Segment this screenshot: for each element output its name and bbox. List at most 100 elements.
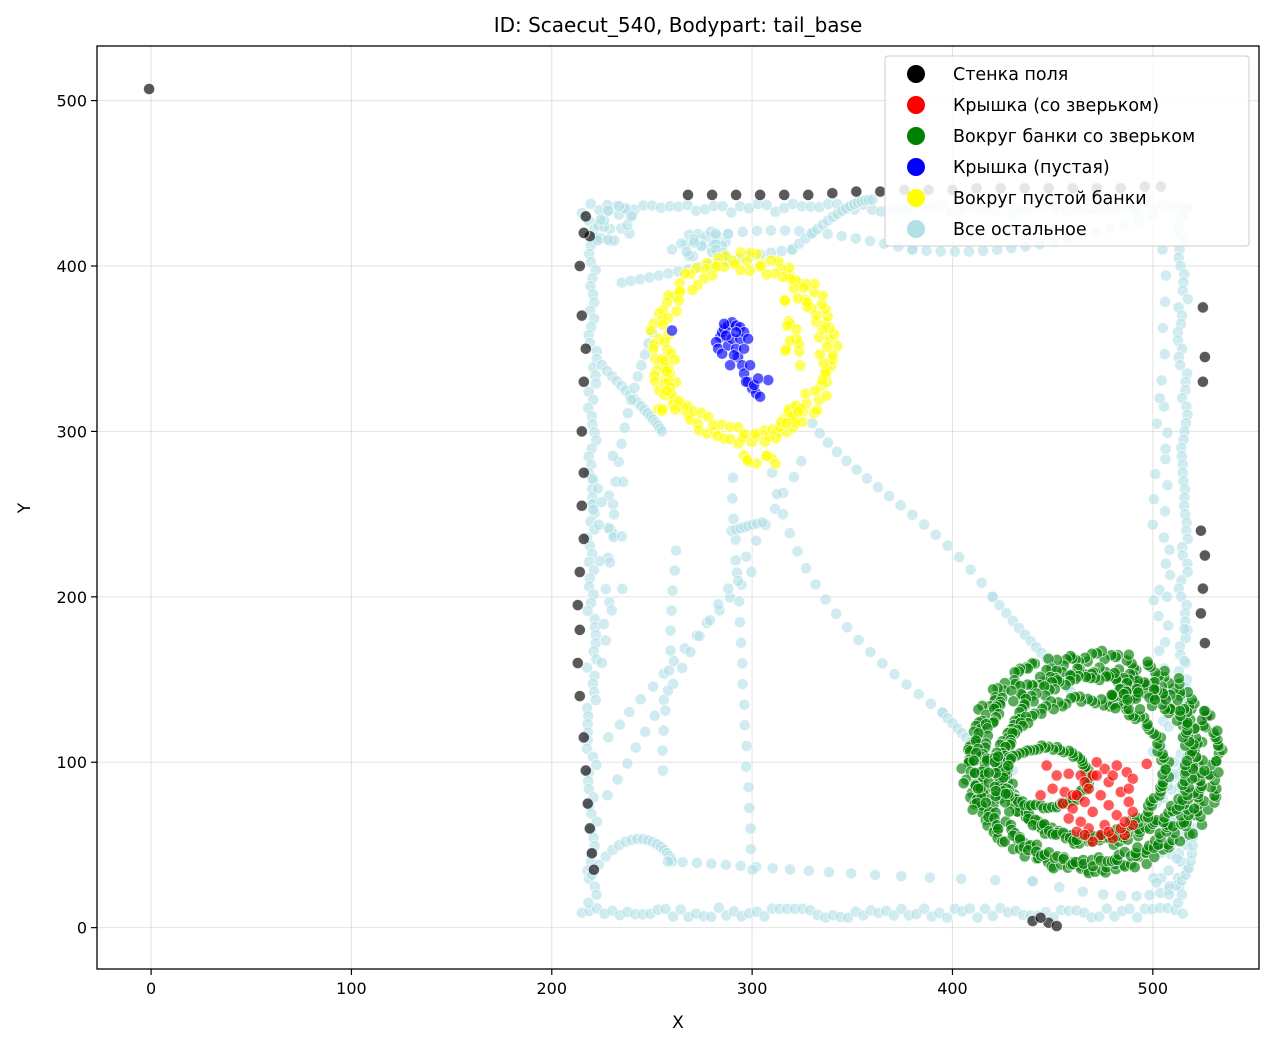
y-axis-title: Y <box>15 502 35 514</box>
data-point <box>571 657 584 669</box>
data-point <box>1110 809 1123 822</box>
data-point <box>662 855 674 868</box>
data-point <box>1105 689 1118 701</box>
data-point <box>742 332 755 345</box>
data-point <box>1156 322 1169 334</box>
data-point <box>1126 772 1139 785</box>
data-point <box>779 294 791 307</box>
data-point <box>725 206 738 219</box>
data-point <box>1122 648 1135 661</box>
data-point <box>775 245 788 257</box>
legend-marker <box>907 220 925 238</box>
data-point <box>1122 795 1135 808</box>
data-point <box>972 782 985 795</box>
data-point <box>729 554 742 567</box>
data-point <box>1152 610 1165 623</box>
data-point <box>1171 852 1183 865</box>
data-point <box>736 225 749 238</box>
data-point <box>906 508 919 521</box>
data-point <box>955 872 968 885</box>
data-point <box>779 224 792 237</box>
data-point <box>1181 293 1194 306</box>
y-tick-label: 200 <box>56 588 87 607</box>
data-point <box>1188 802 1201 815</box>
data-point <box>766 862 779 875</box>
x-tick-label: 100 <box>336 979 367 998</box>
data-point <box>738 428 751 441</box>
data-point <box>802 188 815 201</box>
data-point <box>143 83 156 95</box>
data-point <box>809 384 822 397</box>
data-point <box>587 503 600 516</box>
data-point <box>667 655 680 668</box>
data-point <box>869 868 882 881</box>
data-point <box>676 662 689 674</box>
data-point <box>762 374 775 387</box>
data-point <box>668 353 681 366</box>
data-point <box>665 604 678 617</box>
data-point <box>743 801 756 814</box>
x-tick-label: 200 <box>537 979 568 998</box>
data-point <box>1159 557 1172 570</box>
data-point <box>647 342 660 355</box>
data-point <box>1007 695 1020 708</box>
data-point <box>801 296 814 309</box>
data-point <box>667 910 680 923</box>
data-point <box>750 534 763 547</box>
data-point <box>719 858 732 871</box>
data-point <box>830 607 843 620</box>
data-point <box>735 636 748 649</box>
data-point <box>1163 543 1176 556</box>
data-point <box>1159 763 1172 776</box>
data-point <box>864 646 877 659</box>
data-point <box>806 417 819 430</box>
data-point <box>811 404 823 417</box>
data-point <box>617 475 630 488</box>
data-point <box>599 583 612 596</box>
data-point <box>1196 301 1209 314</box>
data-point <box>1150 876 1163 889</box>
data-point <box>615 437 628 450</box>
data-point <box>1128 861 1141 874</box>
data-point <box>840 454 853 467</box>
data-point <box>1123 902 1136 915</box>
data-point <box>1149 468 1162 481</box>
data-point <box>1181 532 1194 545</box>
data-point <box>663 664 676 677</box>
data-point <box>1178 655 1191 668</box>
data-point <box>1198 637 1211 650</box>
data-point <box>876 657 889 670</box>
data-point <box>712 598 725 611</box>
data-point <box>585 847 598 860</box>
data-point <box>977 244 990 257</box>
data-point <box>780 417 793 430</box>
data-point <box>802 864 815 877</box>
data-point <box>1100 902 1113 915</box>
data-point <box>597 618 610 631</box>
data-point <box>652 269 665 282</box>
data-point <box>923 871 936 884</box>
data-point <box>813 348 826 361</box>
data-point <box>573 260 586 272</box>
data-point <box>835 230 848 243</box>
data-point <box>573 690 586 703</box>
x-tick-label: 0 <box>146 979 156 998</box>
data-point <box>705 910 718 923</box>
data-point <box>861 472 873 485</box>
data-point <box>1078 795 1091 808</box>
data-point <box>826 348 839 361</box>
data-point <box>716 347 729 360</box>
data-point <box>579 764 592 777</box>
data-point <box>729 258 742 271</box>
data-point <box>1143 889 1156 902</box>
data-point <box>577 375 590 388</box>
legend-label: Крышка (пустая) <box>953 158 1110 178</box>
y-tick-label: 400 <box>56 257 87 276</box>
data-point <box>577 226 590 239</box>
data-point <box>760 268 773 281</box>
data-point <box>573 623 586 636</box>
data-point <box>813 427 826 440</box>
data-point <box>1056 797 1069 810</box>
data-point <box>593 555 606 568</box>
